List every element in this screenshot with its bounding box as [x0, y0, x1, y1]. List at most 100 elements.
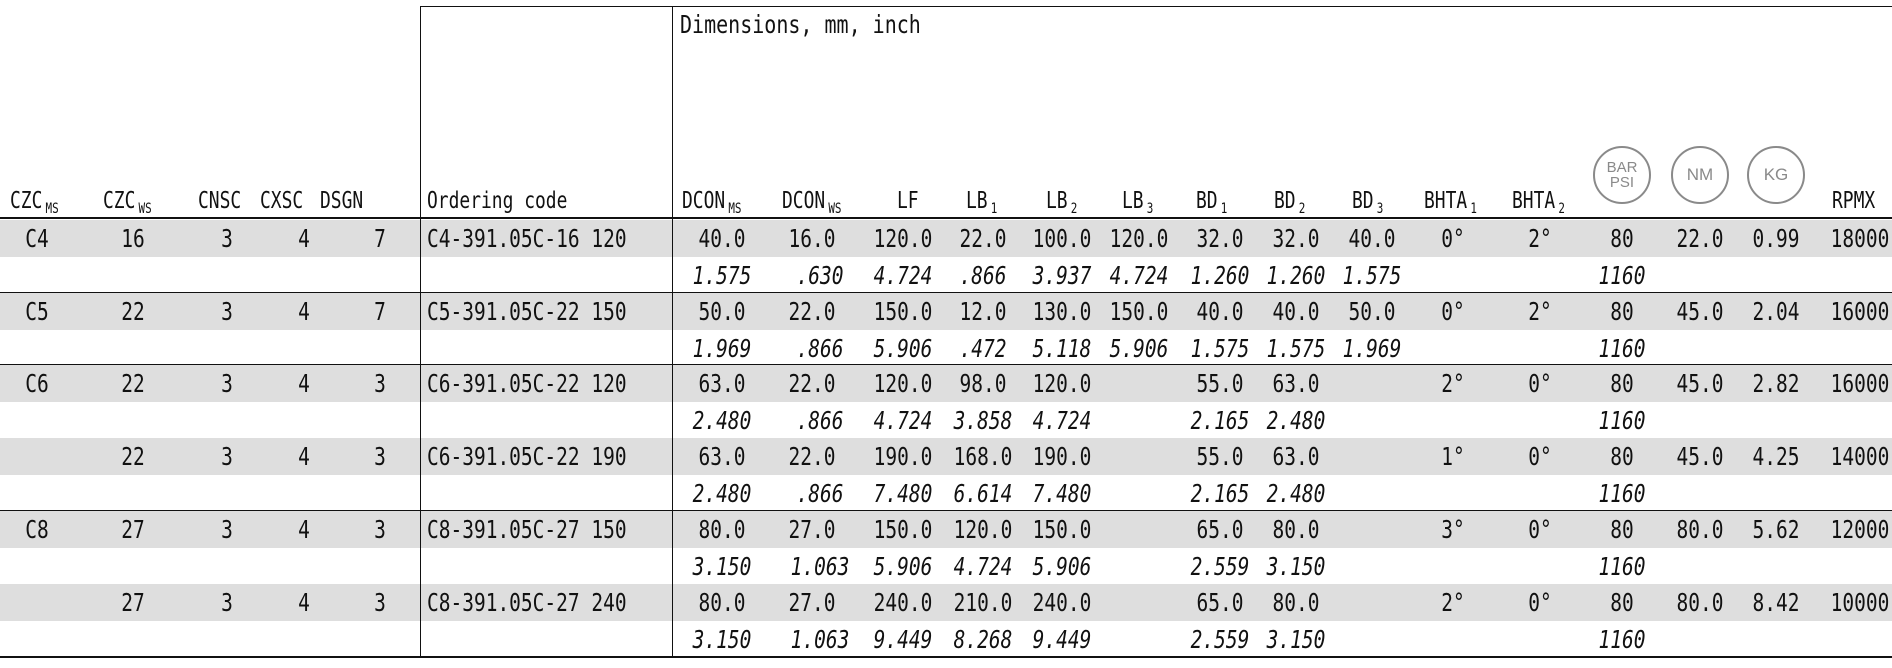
cell-bar: 80 — [1610, 515, 1634, 544]
cell-kg: 8.42 — [1752, 588, 1800, 617]
header-ordering-code: Ordering code — [427, 188, 568, 214]
cell-bhta2: 0° — [1528, 442, 1552, 471]
header-cxsc: CXSC — [260, 188, 304, 214]
cell-nm: 22.0 — [1676, 224, 1724, 253]
cell-cxsc: 4 — [298, 442, 310, 471]
header-bhta1: BHTA 1 — [1424, 188, 1477, 217]
cell-lb1: 12.0 — [959, 297, 1007, 326]
cell-bhta1: 2° — [1441, 588, 1465, 617]
cell-psi: 1160 — [1598, 334, 1646, 363]
cell-in-bd2: 3.150 — [1266, 552, 1326, 581]
cell-in-lb1: 6.614 — [953, 479, 1013, 508]
cell-psi: 1160 — [1598, 552, 1646, 581]
cell-bd3: 50.0 — [1348, 297, 1396, 326]
cell-cnsc: 3 — [221, 515, 233, 544]
cell-bd1: 40.0 — [1196, 297, 1244, 326]
cell-in-lf: 5.906 — [873, 552, 933, 581]
top-border — [420, 6, 1892, 7]
header-bottom-rule — [0, 217, 1892, 219]
cell-bhta1: 1° — [1441, 442, 1465, 471]
group-rule-c6 — [0, 364, 1892, 365]
cell-czc-ms: C5 — [25, 297, 49, 326]
cell-bar: 80 — [1610, 442, 1634, 471]
cell-code: C5-391.05C-22 150 — [427, 297, 627, 326]
cell-lb2: 150.0 — [1032, 515, 1092, 544]
cell-bd2: 63.0 — [1272, 369, 1320, 398]
cell-lb2: 190.0 — [1032, 442, 1092, 471]
cell-code: C4-391.05C-16 120 — [427, 224, 627, 253]
cell-in-dcon-ws: .866 — [796, 334, 844, 363]
cell-lf: 150.0 — [873, 297, 933, 326]
cell-in-lb1: 3.858 — [953, 406, 1013, 435]
header-lf: LF — [897, 188, 919, 214]
cell-in-lb2: 5.118 — [1032, 334, 1092, 363]
cell-bhta2: 0° — [1528, 369, 1552, 398]
cell-lf: 120.0 — [873, 369, 933, 398]
cell-in-bd2: 1.575 — [1266, 334, 1326, 363]
cell-czc-ws: 16 — [121, 224, 145, 253]
cell-czc-ms: C8 — [25, 515, 49, 544]
cell-cxsc: 4 — [298, 297, 310, 326]
cell-in-lb2: 4.724 — [1032, 406, 1092, 435]
torque-nm-icon: NM — [1671, 146, 1729, 204]
cell-in-bd1: 1.575 — [1190, 334, 1250, 363]
cell-in-dcon-ws: .866 — [796, 406, 844, 435]
cell-code: C8-391.05C-27 150 — [427, 515, 627, 544]
cell-in-bd2: 2.480 — [1266, 406, 1326, 435]
cell-in-dcon-ws: .630 — [796, 261, 844, 290]
cell-dsgn: 7 — [374, 297, 386, 326]
cell-bd2: 80.0 — [1272, 588, 1320, 617]
cell-in-bd1: 1.260 — [1190, 261, 1250, 290]
header-dcon-ws: DCON WS — [782, 188, 842, 217]
cell-dcon-ws: 27.0 — [788, 588, 836, 617]
cell-rpmx: 16000 — [1830, 369, 1890, 398]
cell-bhta2: 0° — [1528, 515, 1552, 544]
cell-bhta2: 2° — [1528, 297, 1552, 326]
cell-bhta2: 2° — [1528, 224, 1552, 253]
cell-czc-ws: 27 — [121, 515, 145, 544]
cell-bd1: 55.0 — [1196, 442, 1244, 471]
cell-in-lf: 4.724 — [873, 261, 933, 290]
cell-dcon-ms: 40.0 — [698, 224, 746, 253]
group-rule-c8 — [0, 510, 1892, 511]
cell-dcon-ws: 27.0 — [788, 515, 836, 544]
table-row-band — [0, 365, 1892, 402]
cell-cnsc: 3 — [221, 297, 233, 326]
weight-kg-icon: KG — [1747, 146, 1805, 204]
cell-in-lb1: 8.268 — [953, 625, 1013, 654]
cell-cnsc: 3 — [221, 442, 233, 471]
cell-in-lf: 4.724 — [873, 406, 933, 435]
table-row-band — [0, 511, 1892, 548]
cell-dcon-ws: 22.0 — [788, 369, 836, 398]
cell-in-lb2: 9.449 — [1032, 625, 1092, 654]
cell-lb1: 210.0 — [953, 588, 1013, 617]
cell-dcon-ws: 22.0 — [788, 297, 836, 326]
header-czc-ms: CZC MS — [10, 188, 59, 217]
cell-in-bd1: 2.559 — [1190, 552, 1250, 581]
cell-lf: 240.0 — [873, 588, 933, 617]
header-bd2: BD 2 — [1274, 188, 1306, 217]
cell-bhta1: 0° — [1441, 224, 1465, 253]
cell-dsgn: 3 — [374, 442, 386, 471]
cell-lb1: 120.0 — [953, 515, 1013, 544]
cell-nm: 80.0 — [1676, 515, 1724, 544]
cell-rpmx: 14000 — [1830, 442, 1890, 471]
cell-bd1: 55.0 — [1196, 369, 1244, 398]
cell-cnsc: 3 — [221, 224, 233, 253]
cell-lb1: 22.0 — [959, 224, 1007, 253]
cell-bd2: 32.0 — [1272, 224, 1320, 253]
cell-rpmx: 18000 — [1830, 224, 1890, 253]
header-cnsc: CNSC — [198, 188, 242, 214]
cell-in-lb1: .472 — [959, 334, 1007, 363]
cell-dsgn: 3 — [374, 588, 386, 617]
cell-rpmx: 10000 — [1830, 588, 1890, 617]
cell-lb3: 150.0 — [1109, 297, 1169, 326]
header-dcon-ms: DCON MS — [682, 188, 742, 217]
cell-czc-ws: 22 — [121, 369, 145, 398]
cell-bd3: 40.0 — [1348, 224, 1396, 253]
cell-in-dcon-ms: 1.575 — [692, 261, 752, 290]
cell-dcon-ms: 50.0 — [698, 297, 746, 326]
cell-lb1: 168.0 — [953, 442, 1013, 471]
cell-lf: 150.0 — [873, 515, 933, 544]
